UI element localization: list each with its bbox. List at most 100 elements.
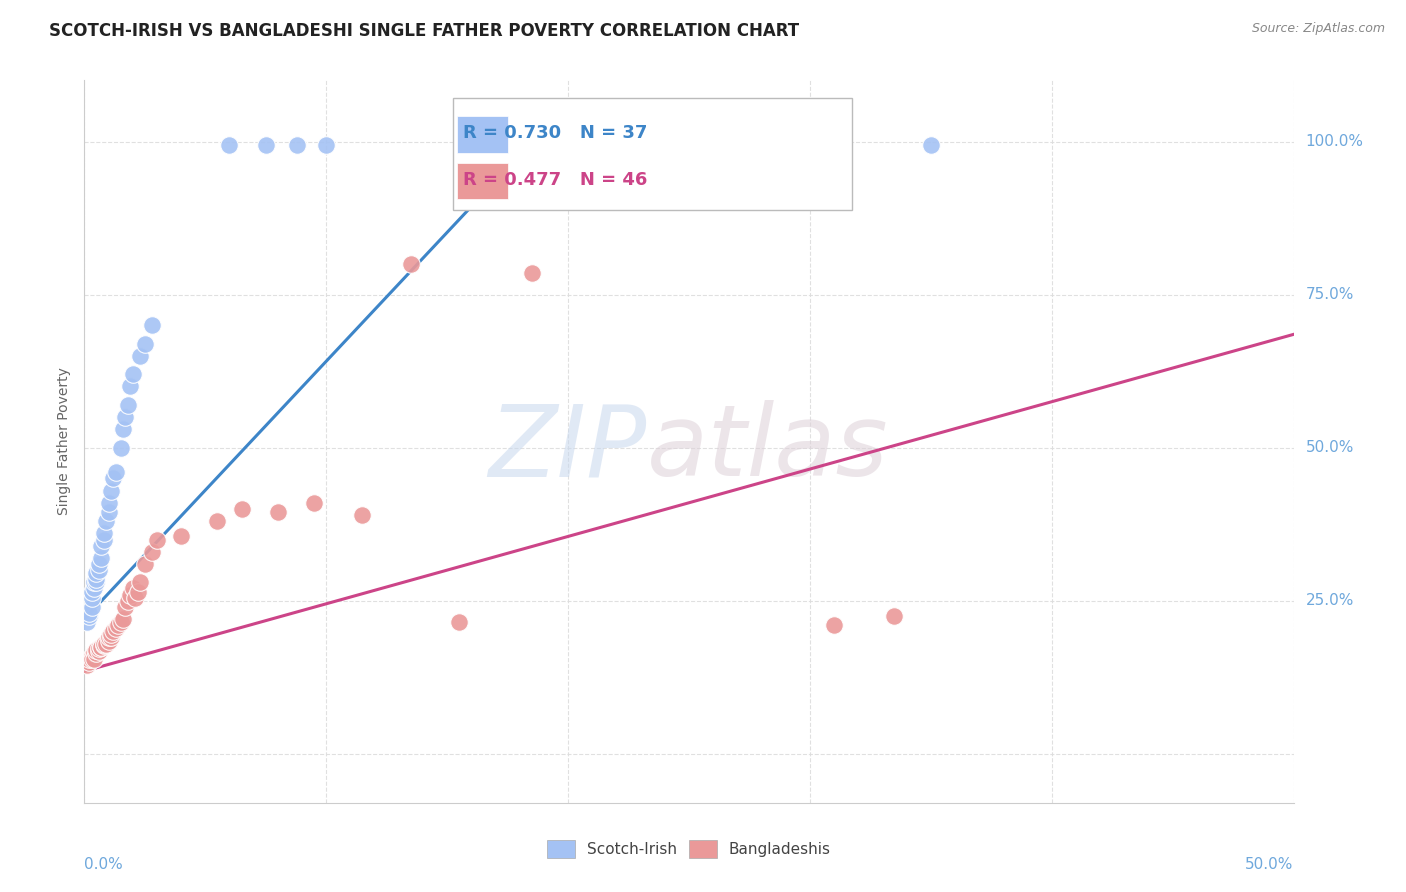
Point (117, 398, 139, 412)
Point (83, 652, 105, 666)
Point (93, 637, 115, 651)
Point (80, 599, 103, 614)
Point (87, 641, 110, 656)
Point (170, 529, 193, 543)
Point (80, 648, 103, 663)
Point (110, 441, 132, 455)
Point (83, 575, 105, 590)
Point (90, 640, 112, 654)
Point (285, 137, 308, 152)
Point (104, 465, 127, 479)
Point (352, 508, 374, 522)
Point (449, 615, 471, 630)
Text: 75.0%: 75.0% (1306, 287, 1354, 302)
Point (93, 526, 115, 541)
Point (90, 539, 112, 553)
Point (520, 266, 543, 280)
Point (141, 545, 163, 559)
Point (77, 652, 100, 666)
Point (76, 615, 98, 630)
Point (76, 658, 98, 673)
Text: R = 0.730   N = 37: R = 0.730 N = 37 (463, 124, 647, 142)
Legend: Scotch-Irish, Bangladeshis: Scotch-Irish, Bangladeshis (541, 834, 837, 863)
Point (86, 642, 108, 657)
FancyBboxPatch shape (453, 98, 852, 211)
Point (127, 584, 149, 599)
Point (93, 638, 115, 652)
Point (94, 637, 117, 651)
Point (97, 631, 120, 645)
Point (103, 471, 125, 485)
Point (254, 137, 277, 152)
Point (86, 646, 108, 660)
Point (87, 644, 110, 658)
Point (83, 646, 105, 660)
Text: Source: ZipAtlas.com: Source: ZipAtlas.com (1251, 22, 1385, 36)
Y-axis label: Single Father Poverty: Single Father Poverty (58, 368, 72, 516)
Point (97, 505, 120, 519)
Point (231, 502, 253, 516)
Point (883, 609, 905, 624)
Point (86, 572, 108, 586)
Point (302, 496, 325, 510)
Text: R = 0.477   N = 46: R = 0.477 N = 46 (463, 171, 647, 189)
Point (104, 621, 127, 635)
Point (120, 588, 142, 602)
Point (103, 624, 125, 639)
Point (117, 593, 139, 607)
Point (87, 563, 110, 577)
Point (80, 584, 103, 599)
Point (141, 318, 163, 333)
Point (110, 615, 132, 630)
Point (112, 422, 135, 436)
Point (86, 566, 108, 581)
Point (90, 550, 112, 565)
Point (315, 137, 337, 152)
Point (267, 505, 290, 519)
Point (121, 582, 143, 596)
Point (80, 652, 103, 666)
Text: 25.0%: 25.0% (1306, 593, 1354, 608)
Point (129, 349, 152, 363)
Point (94, 514, 117, 528)
Point (146, 533, 169, 547)
Point (129, 575, 152, 590)
Text: 0.0%: 0.0% (84, 857, 124, 872)
Text: atlas: atlas (647, 401, 889, 497)
Point (112, 612, 135, 626)
Point (207, 514, 229, 528)
Point (83, 582, 105, 596)
Point (120, 379, 142, 393)
FancyBboxPatch shape (457, 163, 508, 200)
Point (218, 137, 240, 152)
Point (114, 599, 136, 614)
Point (114, 410, 136, 425)
Point (134, 557, 156, 571)
Point (97, 633, 120, 648)
Text: ZIP: ZIP (488, 401, 647, 497)
Point (97, 496, 120, 510)
Point (93, 533, 115, 547)
Point (77, 606, 100, 620)
Point (100, 627, 122, 641)
Text: SCOTCH-IRISH VS BANGLADESHI SINGLE FATHER POVERTY CORRELATION CHART: SCOTCH-IRISH VS BANGLADESHI SINGLE FATHE… (49, 22, 800, 40)
Point (100, 631, 122, 645)
Point (80, 591, 103, 605)
Point (87, 557, 110, 571)
Point (107, 618, 129, 632)
Point (86, 575, 108, 590)
Text: 100.0%: 100.0% (1306, 134, 1364, 149)
Point (77, 655, 100, 669)
Point (121, 367, 143, 381)
Point (124, 591, 146, 605)
Point (920, 137, 942, 152)
Point (100, 483, 122, 498)
Point (90, 640, 112, 654)
Text: 50.0%: 50.0% (1246, 857, 1294, 872)
Point (399, 257, 422, 271)
Point (823, 618, 845, 632)
FancyBboxPatch shape (457, 116, 508, 153)
Point (134, 336, 156, 351)
Point (77, 609, 100, 624)
Text: 50.0%: 50.0% (1306, 440, 1354, 455)
